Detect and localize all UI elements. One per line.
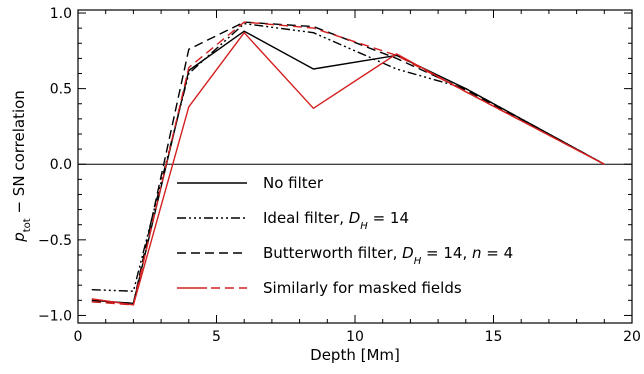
series-line-0 xyxy=(91,30,605,304)
legend-label-0: No filter xyxy=(263,174,324,192)
x-axis-label: Depth [Mm] xyxy=(310,346,400,364)
series-line-2 xyxy=(91,21,605,304)
x-tick-label: 15 xyxy=(485,329,503,345)
y-axis-label: ptot − SN correlation xyxy=(10,90,33,243)
plot-area xyxy=(77,9,633,324)
y-tick-label: 0.0 xyxy=(50,157,72,173)
series-line-4 xyxy=(91,21,605,306)
x-tick-label: 10 xyxy=(346,329,364,345)
y-tick-label: 0.5 xyxy=(50,82,72,98)
x-tick-label: 0 xyxy=(74,329,83,345)
x-tick-label: 5 xyxy=(212,329,221,345)
y-tick-label: −0.5 xyxy=(38,233,72,249)
legend: No filter Ideal filter, DH = 14 Butterwort… xyxy=(177,174,513,297)
y-tick-label: −1.0 xyxy=(38,308,72,324)
legend-label-3: Similarly for masked fields xyxy=(263,279,462,297)
x-tick-label: 20 xyxy=(623,329,641,345)
legend-label-1: Ideal filter, DH = 14 xyxy=(263,209,409,232)
series-layer xyxy=(91,21,605,306)
tick-layer: 0 5 10 15 20 −1.0 −0.5 0.0 0.5 1.0 xyxy=(38,6,641,345)
y-tick-label: 1.0 xyxy=(50,6,72,22)
legend-label-2: Butterworth filter, DH = 14, n = 4 xyxy=(263,244,513,267)
